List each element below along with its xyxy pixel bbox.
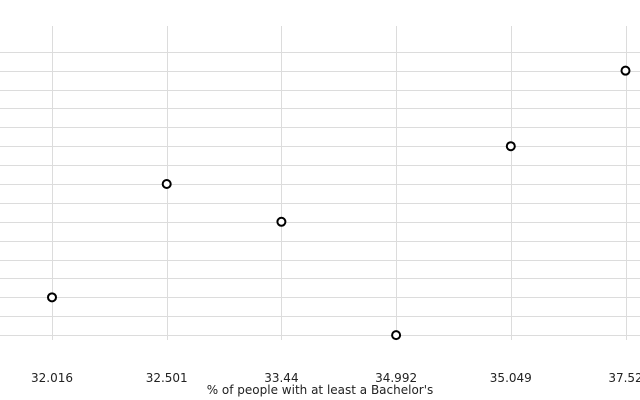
x-axis-label: % of people with at least a Bachelor's bbox=[206, 383, 434, 397]
data-point bbox=[505, 141, 516, 152]
data-point bbox=[276, 216, 287, 227]
data-point bbox=[391, 330, 402, 341]
x-tick-label: 35.049 bbox=[490, 371, 532, 385]
x-tick-label: 32.016 bbox=[31, 371, 73, 385]
data-point bbox=[620, 65, 631, 76]
x-tick-label: 34.992 bbox=[375, 371, 417, 385]
grid bbox=[0, 26, 640, 340]
data-points bbox=[47, 65, 631, 341]
x-tick-label: 37.52 bbox=[608, 371, 640, 385]
x-tick-label: 33.44 bbox=[264, 371, 298, 385]
x-tick-label: 32.501 bbox=[146, 371, 188, 385]
data-point bbox=[47, 292, 57, 303]
x-tick-labels: 32.016 32.501 33.44 34.992 35.049 37.52 bbox=[31, 371, 640, 385]
data-point bbox=[161, 179, 172, 189]
